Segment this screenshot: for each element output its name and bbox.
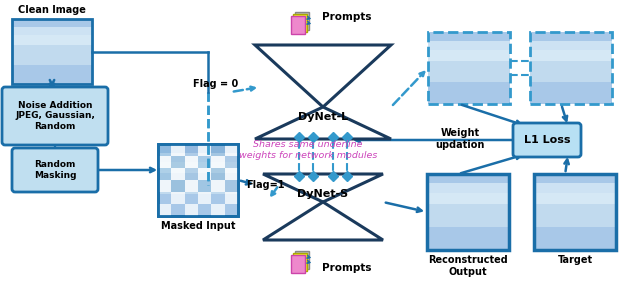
Bar	[225, 180, 238, 192]
Bar	[198, 144, 211, 156]
Polygon shape	[263, 202, 383, 240]
Bar	[12, 27, 92, 45]
Text: Shares same underline
weights for network modules: Shares same underline weights for networ…	[239, 140, 377, 160]
Bar	[295, 12, 309, 30]
Bar	[530, 41, 612, 61]
Text: Flag=1: Flag=1	[246, 180, 285, 190]
Bar	[225, 192, 238, 204]
Bar	[198, 168, 211, 180]
Text: Target: Target	[557, 255, 593, 265]
Bar	[534, 193, 616, 227]
Bar	[427, 183, 509, 204]
Bar	[12, 19, 92, 84]
Bar	[198, 180, 211, 192]
Bar	[198, 156, 211, 168]
Bar	[211, 156, 225, 168]
Bar	[428, 32, 510, 104]
Bar	[158, 156, 172, 168]
Bar	[158, 180, 172, 192]
Text: Noise Addition
JPEG, Gaussian,
Random: Noise Addition JPEG, Gaussian, Random	[15, 101, 95, 131]
Text: Weight
updation: Weight updation	[435, 128, 484, 150]
Bar	[427, 174, 509, 250]
FancyBboxPatch shape	[2, 87, 108, 145]
Text: Prompts: Prompts	[322, 12, 371, 22]
Bar	[158, 144, 172, 156]
Bar	[211, 144, 225, 156]
Text: Flag = 0: Flag = 0	[193, 79, 238, 89]
Bar	[428, 41, 510, 61]
Bar	[427, 174, 509, 250]
Polygon shape	[255, 107, 391, 139]
Bar	[225, 156, 238, 168]
Bar	[534, 174, 616, 250]
Bar	[293, 253, 307, 271]
Bar	[185, 204, 198, 216]
Polygon shape	[263, 174, 383, 202]
FancyBboxPatch shape	[12, 148, 98, 192]
Bar	[158, 144, 238, 216]
Bar	[158, 162, 238, 194]
Bar	[158, 153, 238, 173]
Bar	[158, 144, 238, 216]
Bar	[158, 144, 238, 216]
FancyBboxPatch shape	[513, 123, 581, 157]
Bar	[530, 32, 612, 104]
Text: Reconstructed
Output: Reconstructed Output	[428, 255, 508, 277]
Bar	[172, 156, 185, 168]
Bar	[158, 168, 172, 180]
Bar	[427, 193, 509, 227]
Bar	[534, 174, 616, 250]
Text: Prompts: Prompts	[322, 263, 371, 273]
Bar	[198, 192, 211, 204]
Polygon shape	[255, 45, 391, 107]
Bar	[172, 144, 185, 156]
Bar	[530, 50, 612, 82]
Bar	[12, 35, 92, 65]
Bar	[185, 168, 198, 180]
Bar	[428, 50, 510, 82]
Bar	[185, 156, 198, 168]
Bar	[172, 192, 185, 204]
Bar	[211, 204, 225, 216]
Bar	[428, 32, 510, 104]
Text: Clean Image: Clean Image	[18, 5, 86, 15]
Bar	[530, 32, 612, 104]
Bar	[291, 255, 305, 273]
Text: Masked Input: Masked Input	[161, 221, 236, 231]
Bar	[12, 19, 92, 84]
Text: DyNet-L: DyNet-L	[298, 112, 348, 122]
Bar	[158, 204, 172, 216]
Text: Random
Masking: Random Masking	[34, 160, 76, 180]
Bar	[291, 16, 305, 34]
Bar	[172, 168, 185, 180]
Bar	[534, 183, 616, 204]
Bar	[211, 180, 225, 192]
Bar	[172, 180, 185, 192]
Text: DyNet-S: DyNet-S	[298, 189, 349, 199]
Bar	[225, 168, 238, 180]
Bar	[211, 168, 225, 180]
Bar	[295, 251, 309, 269]
Bar	[185, 144, 198, 156]
Bar	[185, 180, 198, 192]
Bar	[293, 14, 307, 32]
Bar	[225, 144, 238, 156]
Text: L1 Loss: L1 Loss	[524, 135, 570, 145]
